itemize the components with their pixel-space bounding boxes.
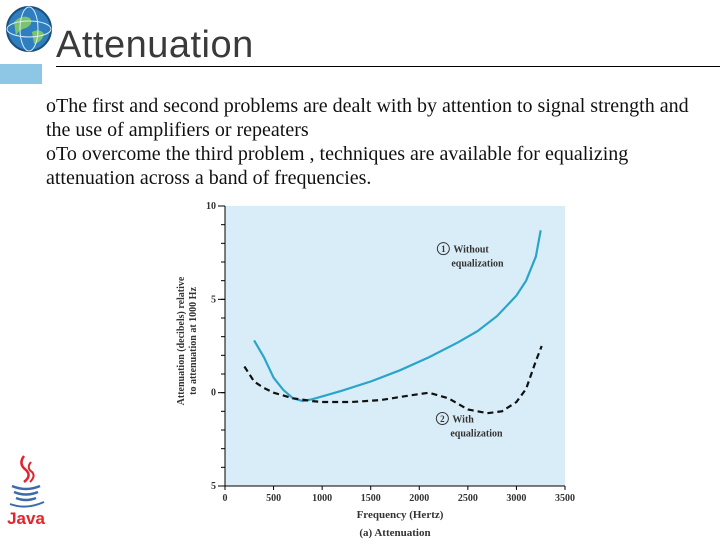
- series-number: 1: [441, 244, 446, 254]
- y-tick-label: 5: [211, 294, 216, 305]
- bullet-text: To overcome the third problem , techniqu…: [46, 143, 629, 189]
- x-tick-label: 3000: [506, 493, 526, 504]
- y-axis-label: to attenuation at 1000 Hz: [188, 287, 199, 395]
- bullet-item-2: oTo overcome the third problem , techniq…: [46, 142, 710, 190]
- x-axis-label: Frequency (Hertz): [357, 509, 444, 521]
- plot-area: [225, 206, 565, 486]
- y-axis-label: Attenuation (decibels) relative: [176, 276, 187, 405]
- bullet-marker: o: [46, 95, 56, 117]
- bullet-marker: o: [46, 143, 56, 165]
- x-tick-label: 1000: [312, 493, 332, 504]
- attenuation-chart: 0 500 1000 1500 2000 2500 3000 3500 10 5 0 5 1 Withou…: [170, 196, 590, 540]
- y-tick-label: 0: [211, 388, 216, 399]
- series-label: Without: [453, 245, 489, 256]
- y-tick-label: 5: [211, 481, 216, 492]
- title-divider: [56, 66, 720, 67]
- globe-icon: [4, 4, 54, 54]
- slide-title: Attenuation: [56, 24, 254, 66]
- bullet-item-1: oThe first and second problems are dealt…: [46, 94, 710, 142]
- chart-caption: (a) Attenuation: [359, 527, 430, 539]
- series-number-badge: [435, 412, 449, 426]
- accent-bar: [0, 64, 42, 84]
- bullet-list: oThe first and second problems are dealt…: [46, 94, 710, 190]
- series-label: equalization: [450, 429, 503, 440]
- series-number-badge: [436, 242, 450, 256]
- x-tick-label: 3500: [555, 493, 575, 504]
- x-tick-label: 2000: [409, 493, 429, 504]
- series-label: equalization: [451, 259, 504, 270]
- java-logo-icon: Java: [4, 452, 48, 528]
- series-number: 2: [440, 414, 445, 424]
- x-tick-label: 1500: [361, 493, 381, 504]
- bullet-text: The first and second problems are dealt …: [46, 95, 689, 141]
- x-tick-label: 500: [266, 493, 281, 504]
- series-line-1: [253, 230, 542, 403]
- series-line-2: [243, 345, 543, 415]
- x-tick-label: 2500: [458, 493, 478, 504]
- java-logo-text: Java: [7, 509, 45, 528]
- x-tick-label: 0: [223, 493, 228, 504]
- series-label: With: [452, 415, 474, 426]
- y-tick-label: 10: [206, 201, 216, 212]
